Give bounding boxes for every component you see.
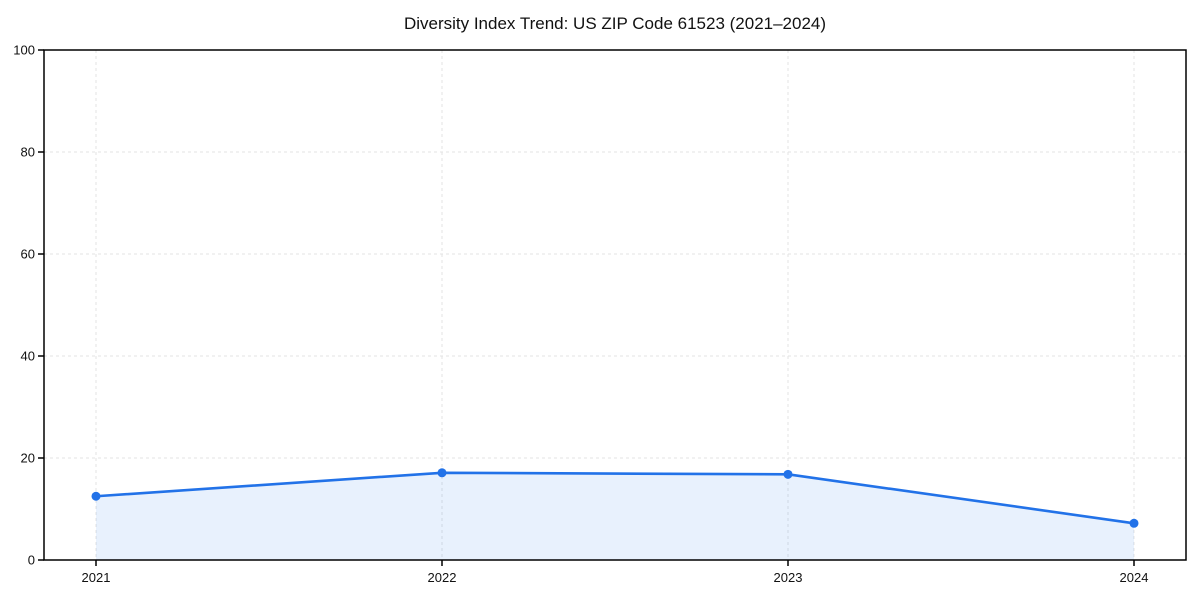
trend-line: [94, 471, 1136, 525]
area-fill: [96, 472, 1134, 560]
y-tick-label: 40: [21, 349, 35, 364]
x-tick-label: 2021: [82, 570, 111, 585]
y-tick-label: 100: [13, 43, 35, 58]
plot-border: [43, 49, 1187, 561]
y-tick-label: 60: [21, 247, 35, 262]
y-tick-label: 20: [21, 451, 35, 466]
y-tick-label: 0: [28, 553, 35, 568]
y-tick-label: 80: [21, 145, 35, 160]
data-point-2023: [783, 469, 793, 479]
x-tick-label: 2022: [428, 570, 457, 585]
chart-title: Diversity Index Trend: US ZIP Code 61523…: [403, 14, 827, 33]
data-point-2022: [437, 468, 447, 478]
data-point-2021: [91, 491, 101, 501]
x-tick-label: 2023: [774, 570, 803, 585]
data-point-2024: [1129, 518, 1139, 528]
x-tick-label: 2024: [1120, 570, 1149, 585]
